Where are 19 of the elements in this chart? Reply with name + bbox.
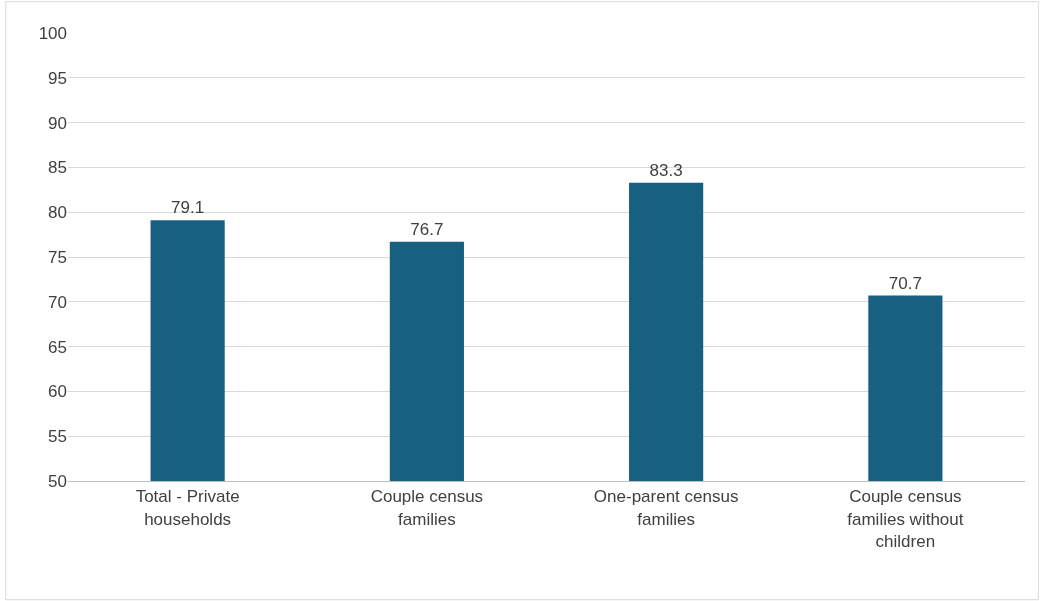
y-tick-label: 70 bbox=[48, 292, 67, 312]
data-label: 70.7 bbox=[888, 273, 922, 293]
y-tick-label: 55 bbox=[48, 427, 67, 447]
y-tick-label: 95 bbox=[48, 68, 67, 88]
data-label: 79.1 bbox=[171, 198, 205, 218]
y-tick-label: 85 bbox=[48, 158, 67, 178]
y-tick-label: 90 bbox=[48, 113, 67, 133]
x-tick-label: Total - Private households bbox=[135, 487, 240, 529]
x-tick-label: One-parent census families bbox=[593, 487, 739, 529]
y-tick-label: 100 bbox=[38, 23, 67, 43]
x-tick-label: Couple census families bbox=[370, 487, 484, 529]
x-tick-label: Couple census families without children bbox=[847, 487, 964, 551]
y-tick-label: 80 bbox=[48, 203, 67, 223]
y-tick-label: 60 bbox=[48, 382, 67, 402]
y-tick-label: 50 bbox=[48, 471, 67, 491]
data-label: 76.7 bbox=[410, 219, 444, 239]
y-tick-label: 65 bbox=[48, 337, 67, 357]
y-tick-label: 75 bbox=[48, 247, 67, 267]
data-label: 83.3 bbox=[649, 160, 683, 180]
